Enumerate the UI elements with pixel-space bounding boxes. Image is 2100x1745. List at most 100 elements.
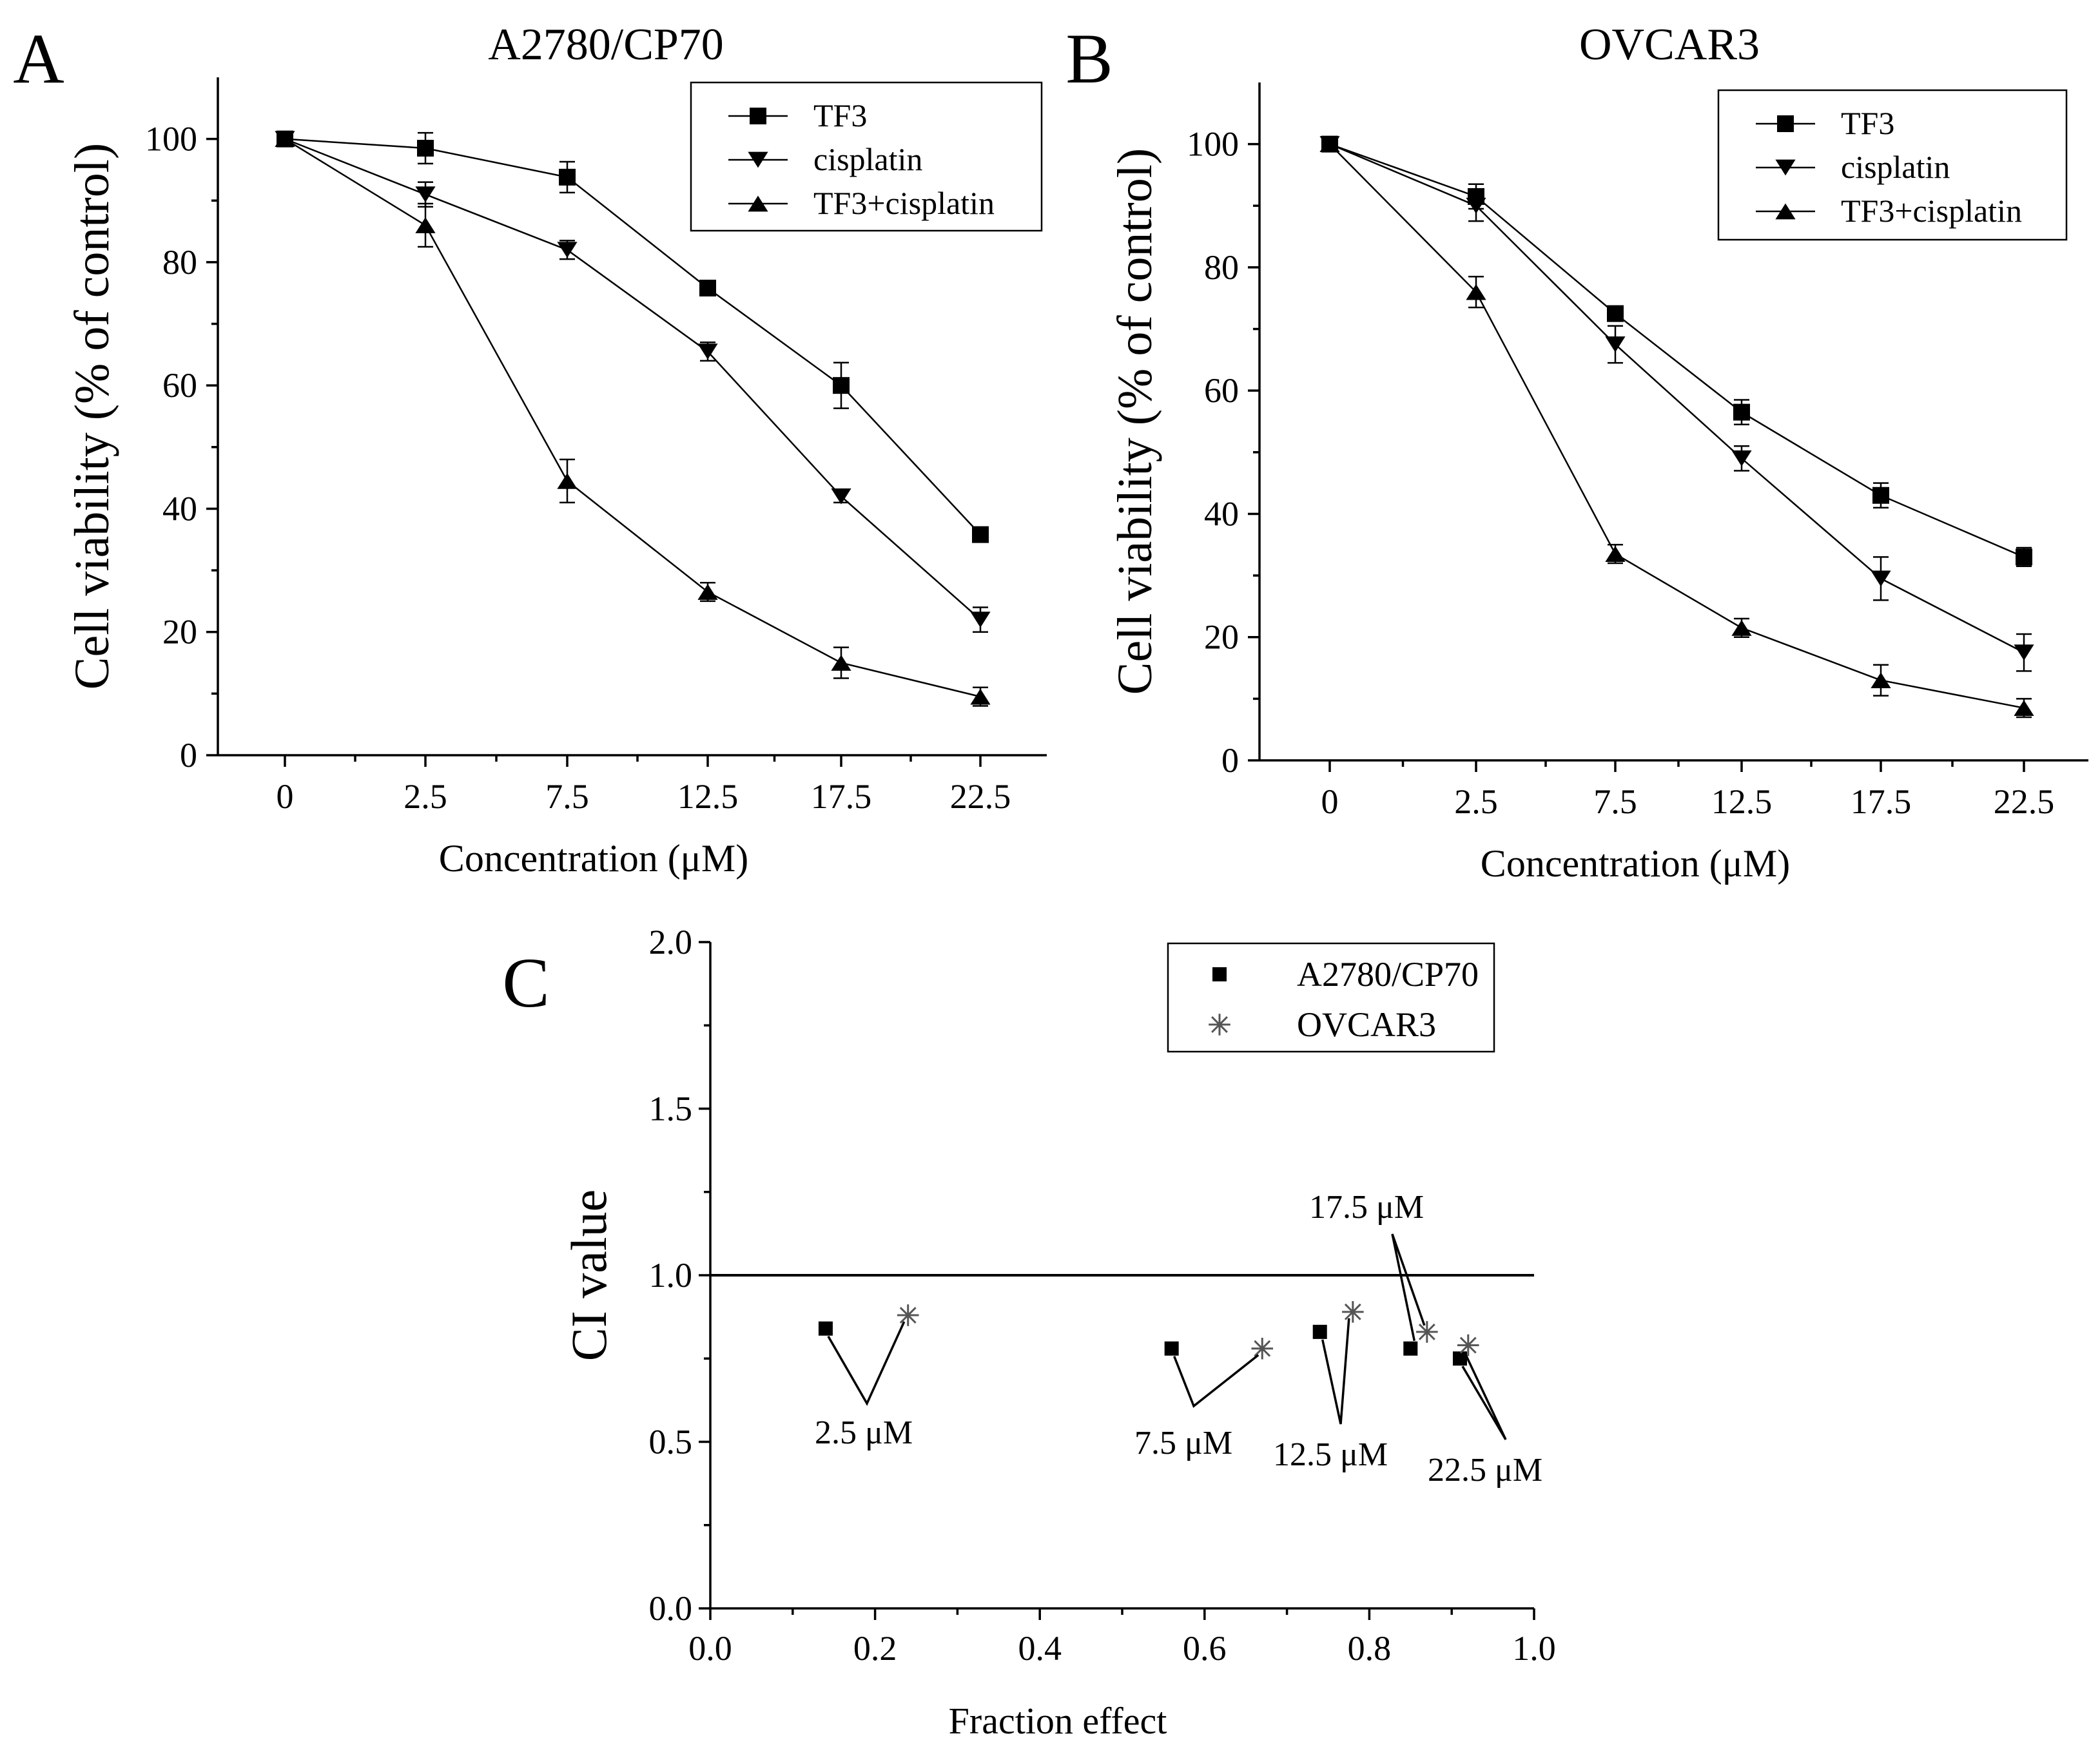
data-point-A2780/CP70 (1312, 1324, 1327, 1339)
y-tick-label: 60 (1204, 371, 1239, 410)
legend-label: TF3 (1841, 105, 1894, 141)
data-point-cisplatin (415, 186, 436, 203)
panel-label: A (13, 19, 64, 98)
annotation-leader (827, 1321, 906, 1406)
data-point-cisplatin (697, 343, 718, 360)
annotation-label: 7.5 μM (1134, 1425, 1232, 1461)
annotation-leader (1173, 1354, 1259, 1408)
legend-label: cisplatin (813, 141, 922, 177)
series-line-TF3 (284, 138, 981, 535)
panel-label: B (1065, 19, 1113, 98)
data-point-TF3+cisplatin (557, 473, 578, 489)
legend-marker (1777, 115, 1794, 132)
x-tick-label: 0 (1321, 782, 1339, 821)
panel-label: C (502, 943, 549, 1022)
x-tick-label: 0.8 (1348, 1629, 1392, 1668)
x-tick-label: 7.5 (1593, 782, 1637, 821)
data-point-TF3 (1733, 403, 1750, 421)
data-point-OVCAR3 (897, 1304, 919, 1326)
x-tick-label: 0.2 (853, 1629, 897, 1668)
x-tick-label: 0.6 (1183, 1629, 1227, 1668)
series-line-cisplatin (284, 138, 981, 621)
legend-box (1717, 89, 2068, 241)
data-point-TF3+cisplatin (2014, 700, 2034, 717)
legend-box (690, 81, 1043, 232)
series-line-TF3+cisplatin (1329, 143, 2025, 709)
annotation-leader (1461, 1351, 1507, 1440)
data-point-A2780/CP70 (1403, 1341, 1418, 1356)
x-axis-label: Concentration (μM) (439, 837, 748, 880)
series-line-TF3+cisplatin (284, 138, 981, 698)
data-point-A2780/CP70 (1452, 1351, 1467, 1366)
legend-marker (748, 151, 768, 168)
series-line-TF3 (1329, 143, 2025, 558)
legend-marker (750, 108, 766, 124)
x-tick-label: 12.5 (677, 777, 739, 816)
x-tick-label: 2.5 (403, 777, 447, 816)
annotation-leader (1391, 1233, 1426, 1342)
y-tick-label: 0 (180, 736, 197, 775)
x-tick-label: 0 (277, 777, 294, 816)
data-point-A2780/CP70 (818, 1321, 833, 1336)
data-point-TF3 (417, 139, 434, 157)
legend-marker (1212, 967, 1227, 981)
data-point-OVCAR3 (1251, 1337, 1274, 1360)
data-point-TF3+cisplatin (1319, 136, 1340, 152)
legend-marker (1775, 159, 1796, 176)
x-tick-label: 0.0 (688, 1629, 732, 1668)
data-point-TF3+cisplatin (1871, 672, 1891, 689)
legend-label: A2780/CP70 (1297, 955, 1479, 994)
data-point-TF3 (2016, 548, 2032, 566)
annotation-label: 17.5 μM (1309, 1189, 1424, 1226)
data-point-OVCAR3 (1416, 1321, 1438, 1343)
y-tick-label: 100 (145, 120, 197, 159)
data-point-cisplatin (831, 488, 851, 505)
legend-label: TF3 (813, 97, 867, 133)
y-tick-label: 60 (162, 366, 197, 405)
y-tick-label: 0.0 (649, 1589, 693, 1628)
x-tick-label: 2.5 (1454, 782, 1498, 821)
x-tick-label: 22.5 (1994, 782, 2055, 821)
series-line-cisplatin (1329, 143, 2025, 653)
x-axis-label: Fraction effect (949, 1700, 1167, 1742)
legend-label: TF3+cisplatin (1841, 193, 2022, 229)
y-tick-label: 0.5 (649, 1423, 693, 1461)
data-point-TF3 (699, 280, 716, 297)
annotation-label: 2.5 μM (815, 1414, 913, 1451)
data-point-TF3+cisplatin (831, 655, 851, 671)
data-point-TF3+cisplatin (697, 584, 718, 600)
data-point-OVCAR3 (1457, 1334, 1479, 1356)
y-tick-label: 0 (1221, 741, 1239, 780)
y-tick-label: 20 (162, 613, 197, 651)
data-point-A2780/CP70 (1164, 1341, 1179, 1356)
data-point-TF3 (559, 168, 576, 186)
data-point-cisplatin (1605, 336, 1626, 352)
data-point-cisplatin (1466, 197, 1486, 214)
legend-marker (748, 195, 768, 212)
y-tick-label: 1.0 (649, 1256, 693, 1295)
chart-title: OVCAR3 (1579, 20, 1760, 70)
x-tick-label: 17.5 (811, 777, 872, 816)
data-point-cisplatin (557, 242, 578, 258)
data-point-cisplatin (2014, 644, 2034, 660)
legend-box (1167, 942, 1495, 1053)
legend-label: cisplatin (1841, 149, 1950, 185)
data-point-TF3 (1607, 305, 1624, 322)
x-tick-label: 17.5 (1851, 782, 1912, 821)
legend-label: TF3+cisplatin (813, 185, 995, 221)
x-tick-label: 0.4 (1018, 1629, 1062, 1668)
x-tick-label: 7.5 (545, 777, 589, 816)
data-point-TF3+cisplatin (970, 688, 991, 705)
data-point-TF3 (1872, 487, 1889, 504)
data-point-cisplatin (1731, 450, 1752, 467)
y-tick-label: 80 (1204, 248, 1239, 287)
annotation-leader (1321, 1318, 1350, 1425)
data-point-cisplatin (970, 612, 991, 628)
y-tick-label: 40 (1204, 494, 1239, 533)
legend-marker (1209, 1014, 1230, 1036)
x-tick-label: 12.5 (1711, 782, 1773, 821)
x-axis-label: Concentration (μM) (1481, 842, 1790, 885)
y-tick-label: 80 (162, 243, 197, 282)
data-point-TF3+cisplatin (1466, 284, 1486, 300)
